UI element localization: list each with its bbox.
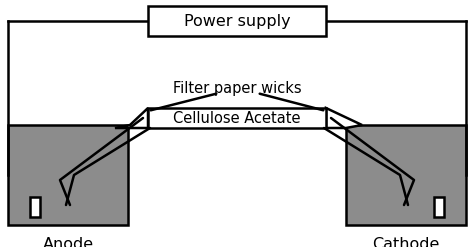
Bar bbox=[346, 125, 466, 225]
Text: Anode: Anode bbox=[43, 237, 93, 247]
Bar bbox=[30, 197, 40, 217]
Bar bbox=[8, 125, 128, 225]
Polygon shape bbox=[326, 108, 362, 128]
Text: Power supply: Power supply bbox=[184, 14, 290, 28]
Text: Cellulose Acetate: Cellulose Acetate bbox=[173, 110, 301, 125]
Text: Filter paper wicks: Filter paper wicks bbox=[173, 81, 301, 96]
Bar bbox=[148, 6, 326, 36]
Text: Cathode: Cathode bbox=[372, 237, 440, 247]
Bar bbox=[148, 108, 326, 128]
Bar bbox=[434, 197, 444, 217]
Polygon shape bbox=[115, 108, 148, 128]
